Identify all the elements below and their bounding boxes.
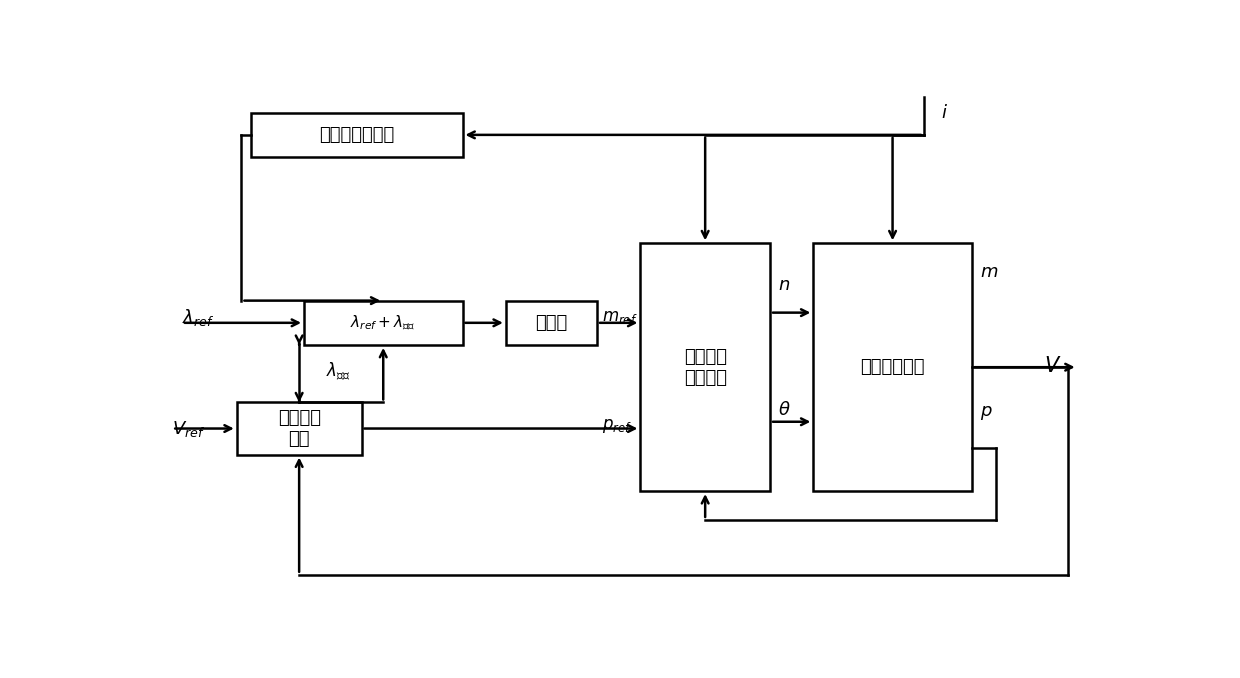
Bar [640, 243, 770, 491]
Bar [813, 243, 972, 491]
Text: $\theta$: $\theta$ [777, 401, 790, 419]
Text: $p_{ref}$: $p_{ref}$ [601, 417, 632, 435]
Text: 多变量闭
环控制器: 多变量闭 环控制器 [683, 348, 727, 386]
Bar [250, 113, 463, 157]
Bar [237, 403, 362, 455]
Text: $V$: $V$ [1044, 356, 1061, 376]
Text: $n$: $n$ [777, 276, 790, 294]
Text: $\lambda_{ref}+\lambda_{修正}$: $\lambda_{ref}+\lambda_{修正}$ [351, 313, 415, 332]
Bar [506, 300, 596, 345]
Text: $m$: $m$ [980, 263, 998, 281]
Text: $m_{ref}$: $m_{ref}$ [601, 308, 637, 326]
Text: 恒电压控
制器: 恒电压控 制器 [278, 409, 321, 448]
Text: $\lambda_{ref}$: $\lambda_{ref}$ [182, 307, 215, 328]
Text: $V_{ref}$: $V_{ref}$ [172, 418, 206, 439]
Text: $p$: $p$ [980, 404, 992, 422]
Text: 过量系数前馈表: 过量系数前馈表 [319, 126, 394, 144]
Text: $i$: $i$ [941, 104, 949, 121]
Text: 燃料电池系统: 燃料电池系统 [861, 358, 925, 376]
Text: 转换器: 转换器 [536, 314, 568, 332]
Text: $\lambda_{修正}$: $\lambda_{修正}$ [326, 360, 351, 382]
Bar [304, 300, 463, 345]
